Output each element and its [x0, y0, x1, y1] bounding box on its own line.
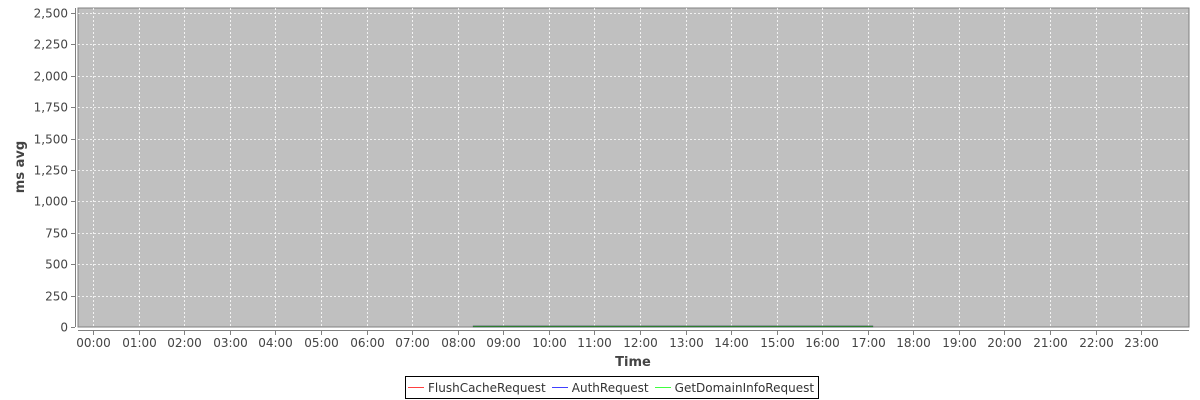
x-tick-label: 00:00 [76, 336, 111, 350]
y-tick-label: 1,250 [34, 164, 68, 178]
x-tick-label: 03:00 [213, 336, 248, 350]
x-tick-label: 07:00 [395, 336, 430, 350]
x-tick-label: 14:00 [714, 336, 749, 350]
legend-swatch-authrequest [551, 387, 568, 388]
x-tick-label: 04:00 [258, 336, 293, 350]
x-tick-label: 21:00 [1033, 336, 1068, 350]
legend: FlushCacheRequest AuthRequest GetDomainI… [405, 376, 820, 399]
plot-area [77, 7, 1190, 328]
legend-item: FlushCacheRequest [408, 381, 546, 395]
legend-label: FlushCacheRequest [428, 380, 546, 395]
y-tick-label: 2,250 [34, 38, 68, 52]
x-tick-label: 06:00 [350, 336, 385, 350]
x-tick-label: 12:00 [623, 336, 658, 350]
x-tick-label: 20:00 [987, 336, 1022, 350]
x-axis-title: Time [615, 355, 651, 370]
y-tick-label: 1,750 [34, 101, 68, 115]
y-tick-label: 1,000 [34, 195, 68, 209]
y-tick-label: 2,500 [34, 7, 68, 21]
x-tick-label: 09:00 [486, 336, 521, 350]
legend-swatch-flushcacherequest [408, 387, 424, 388]
x-tick-label: 23:00 [1124, 336, 1159, 350]
x-tick-label: 01:00 [122, 336, 157, 350]
x-tick-label: 16:00 [805, 336, 840, 350]
gridlines [78, 8, 1189, 327]
legend-item: AuthRequest [551, 380, 649, 395]
y-axis-ticks: 0 250 500 750 1,000 1,250 1,500 1,750 2,000 2,250… [34, 7, 75, 335]
x-tick-label: 05:00 [304, 336, 339, 350]
x-axis-ticks: 00:00 01:00 02:00 03:00 04:00 05:00 06:00 07:00… [76, 331, 1159, 350]
x-tick-label: 15:00 [760, 336, 795, 350]
x-tick-label: 11:00 [577, 336, 612, 350]
x-tick-label: 17:00 [851, 336, 886, 350]
legend-swatch-getdomaininforequest [654, 387, 671, 388]
x-tick-label: 22:00 [1079, 336, 1114, 350]
x-tick-label: 08:00 [441, 336, 476, 350]
legend-label: GetDomainInfoRequest [674, 380, 815, 395]
x-tick-label: 13:00 [669, 336, 704, 350]
y-tick-label: 0 [60, 321, 68, 335]
legend-label: AuthRequest [571, 380, 649, 395]
x-tick-label: 10:00 [532, 336, 567, 350]
y-tick-label: 250 [45, 290, 68, 304]
y-axis-title: ms avg [13, 141, 28, 193]
x-tick-label: 18:00 [896, 336, 931, 350]
y-tick-label: 1,500 [34, 133, 68, 147]
x-tick-label: 19:00 [942, 336, 977, 350]
y-tick-label: 2,000 [34, 70, 68, 84]
x-tick-label: 02:00 [167, 336, 202, 350]
legend-item: GetDomainInfoRequest [654, 380, 815, 395]
y-tick-label: 750 [45, 227, 68, 241]
y-tick-label: 500 [45, 258, 68, 272]
